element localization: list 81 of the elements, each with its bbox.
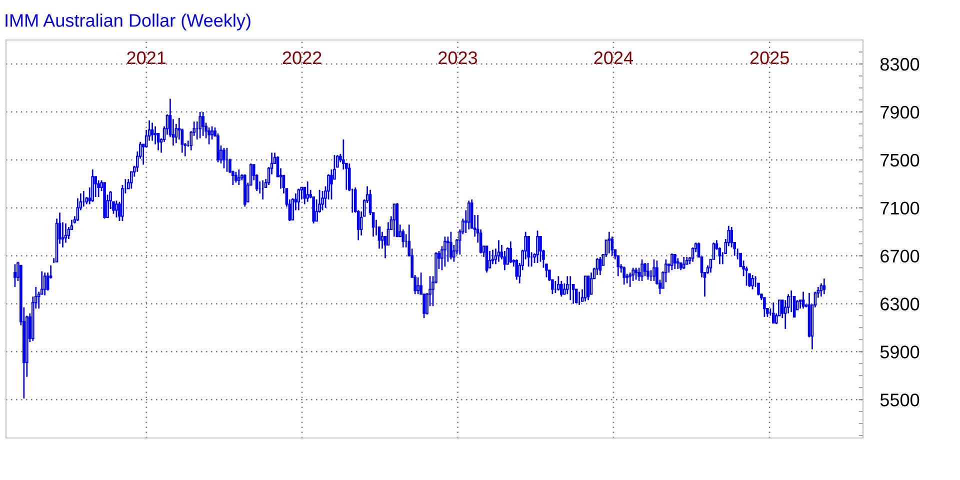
x-tick-label: 2021 (127, 51, 166, 64)
candlestick (91, 168, 94, 203)
x-tick-label: 2025 (750, 51, 789, 64)
candlestick (509, 240, 512, 264)
candlestick (610, 236, 614, 256)
candlestick (822, 278, 826, 295)
candlestick (291, 198, 294, 221)
candlestick (691, 246, 694, 262)
candlestick (43, 272, 46, 296)
candlestick (646, 262, 650, 280)
candlestick (670, 252, 674, 271)
candlestick (386, 222, 390, 246)
candlestick (802, 291, 805, 310)
candlestick (485, 246, 488, 274)
candlestick (402, 228, 405, 248)
candlestick (67, 226, 70, 240)
candlestick (586, 275, 590, 301)
candlestick (640, 258, 644, 282)
candlestick (622, 266, 626, 286)
candlestick (321, 190, 324, 211)
candlestick (14, 263, 16, 288)
candlestick (306, 180, 309, 203)
candlestick (491, 249, 494, 265)
chart-title: IMM Australian Dollar (Weekly) (6, 14, 250, 30)
candlestick (234, 171, 238, 184)
candlestick (64, 222, 68, 244)
candlestick (336, 154, 339, 168)
candlestick (772, 302, 775, 324)
candlestick (497, 240, 500, 262)
candlestick (330, 168, 333, 200)
candlestick (644, 262, 646, 277)
candlestick (590, 272, 593, 295)
candlestick (634, 267, 638, 280)
candlestick (210, 126, 214, 140)
candlestick (150, 122, 154, 142)
candlestick (450, 231, 452, 260)
candlestick (596, 257, 599, 276)
y-tick-label: 7100 (880, 202, 920, 215)
x-tick-label: 2024 (594, 51, 634, 64)
candlestick (628, 272, 632, 288)
candlestick (584, 275, 587, 302)
candlestick (638, 267, 640, 282)
candlestick (763, 297, 766, 318)
candlestick (97, 180, 100, 198)
candlestick (392, 204, 396, 238)
candlestick (198, 111, 202, 139)
candlestick (673, 254, 676, 270)
candlestick (444, 236, 446, 268)
candlestick (216, 132, 220, 163)
candlestick (238, 168, 240, 186)
y-tick-label: 5500 (880, 394, 920, 406)
x-tick-label: 2023 (438, 51, 478, 64)
y-tick-label: 7900 (880, 106, 920, 119)
candlestick (751, 274, 754, 290)
y-tick-label: 5900 (880, 346, 920, 358)
candlestick (608, 231, 611, 254)
candlestick (560, 280, 563, 298)
y-tick-label: 7500 (880, 154, 920, 167)
candlestick (222, 147, 226, 169)
candlestick (76, 198, 80, 222)
candlestick (536, 230, 539, 264)
y-tick-label: 8300 (880, 58, 920, 71)
x-tick-label: 2022 (282, 51, 322, 64)
candlestick (416, 276, 420, 295)
candlestick (652, 258, 656, 282)
candlestick (515, 258, 518, 280)
candlestick (115, 200, 118, 218)
y-tick-label: 6700 (880, 250, 920, 263)
y-tick-label: 6300 (880, 298, 920, 310)
candlestick (297, 188, 300, 211)
candlestick (527, 236, 530, 268)
candlestick (467, 200, 470, 230)
candlestick (94, 176, 97, 198)
candlestick (730, 226, 734, 248)
candlestick (37, 291, 40, 310)
candlestick (202, 111, 204, 137)
candlestick (682, 256, 686, 270)
candlestick (820, 282, 823, 298)
candlestick (208, 126, 210, 145)
candlestick (446, 236, 450, 262)
candlestick (676, 257, 680, 270)
